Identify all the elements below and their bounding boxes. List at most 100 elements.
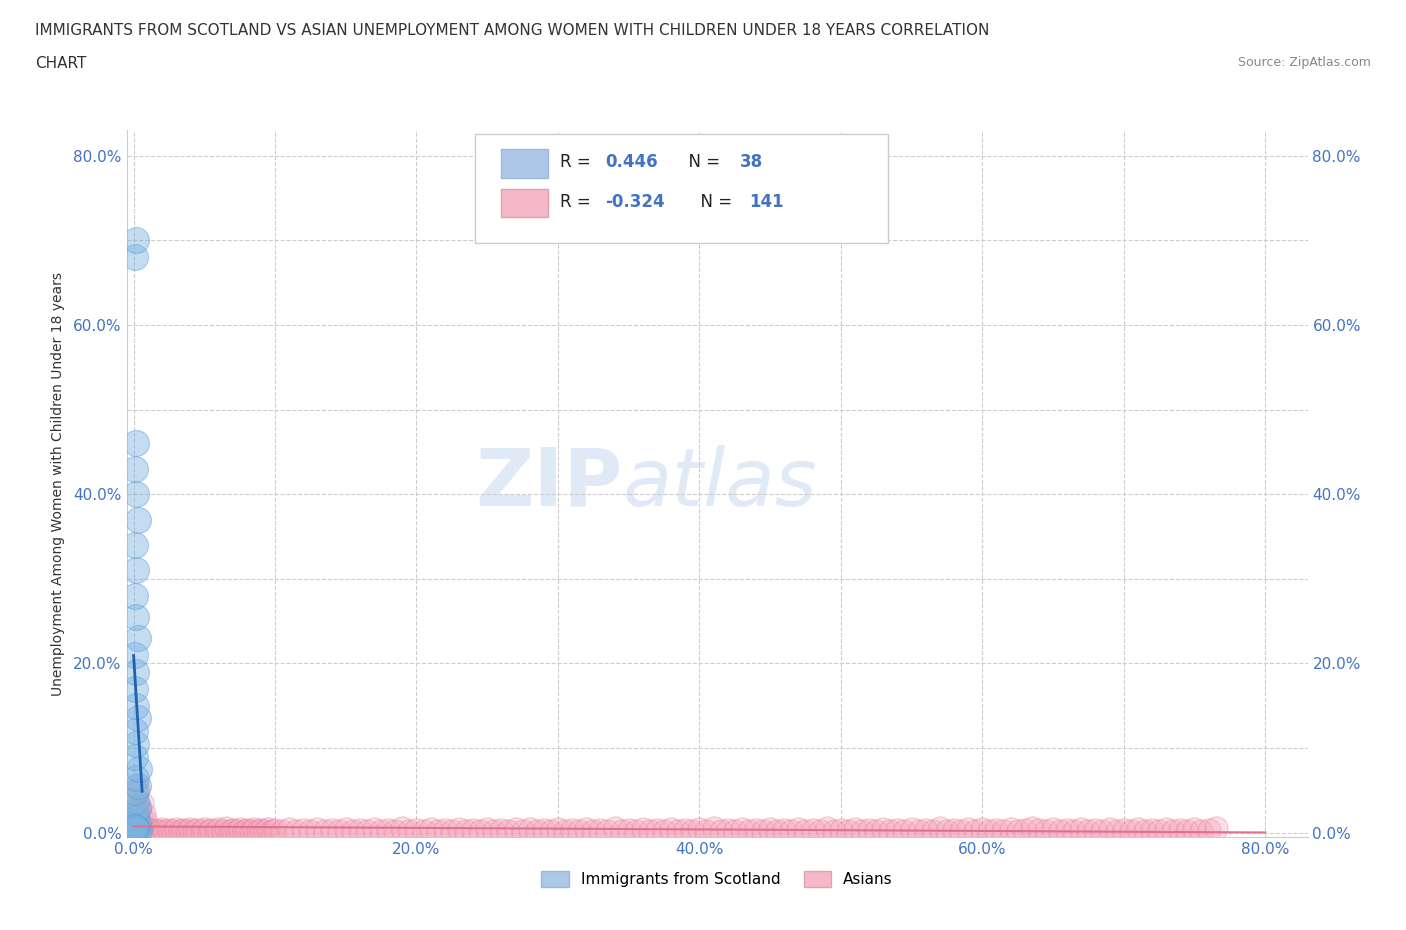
Point [731,822,754,837]
Point [183,824,205,839]
Point [766,824,789,839]
Point [314,824,336,839]
Point [645,823,668,838]
Point [221,823,243,838]
Point [299,824,322,839]
Point [128,762,150,777]
Point [125,810,148,825]
Point [914,823,936,838]
Point [125,609,148,624]
Point [363,822,385,837]
Point [1042,821,1064,836]
Point [702,820,724,835]
Point [150,822,173,837]
Point [624,824,647,839]
Point [1168,823,1191,838]
Point [240,824,263,839]
Point [957,822,980,837]
Point [1028,823,1050,838]
Point [127,824,149,839]
Point [617,823,640,838]
Point [186,823,208,838]
Point [808,824,831,839]
Point [1126,822,1149,837]
Point [907,824,929,839]
Point [391,820,413,835]
Point [356,824,378,839]
Point [200,823,222,838]
Point [128,802,150,817]
Point [582,824,605,839]
Point [412,824,434,839]
Point [468,824,491,839]
Point [673,823,696,838]
Point [1105,824,1128,839]
Text: 38: 38 [740,153,762,171]
Point [254,824,277,839]
Point [128,823,150,838]
Point [710,824,733,839]
Point [1098,821,1121,836]
Point [125,563,148,578]
Point [127,816,149,830]
Point [1198,823,1220,838]
Point [830,823,852,838]
Point [872,821,894,836]
Point [787,822,810,837]
Point [419,822,441,837]
Point [1070,822,1092,837]
Point [837,824,859,839]
Point [124,818,146,833]
Point [125,436,148,451]
Point [610,824,633,839]
Text: atlas: atlas [623,445,817,523]
Point [127,824,149,839]
Point [129,810,152,825]
Point [124,785,146,800]
Point [124,819,146,834]
Point [172,823,194,838]
Point [125,770,148,785]
Point [1091,824,1114,839]
Point [124,724,146,738]
Text: 141: 141 [749,193,783,210]
Point [603,820,626,835]
Text: N =: N = [690,193,737,210]
Point [127,631,149,645]
Point [652,824,675,839]
Point [124,250,146,265]
Point [125,808,148,823]
Point [132,806,155,821]
Point [125,232,148,247]
Point [124,461,146,476]
Point [681,824,703,839]
Point [134,813,156,828]
Point [1154,821,1177,836]
Point [285,824,308,839]
Point [638,824,661,839]
Point [398,824,420,839]
Point [124,538,146,552]
Point [157,823,180,838]
Point [124,824,146,839]
Text: R =: R = [560,153,596,171]
Point [484,824,506,839]
Point [879,824,901,839]
Point [278,822,301,837]
Point [225,824,247,839]
Point [738,824,761,839]
Point [447,822,470,837]
Point [405,823,427,838]
Point [666,824,689,839]
Point [1205,820,1227,835]
Point [1133,824,1156,839]
Point [321,823,343,838]
Point [1007,824,1029,839]
Point [717,823,740,838]
Point [349,823,371,838]
Point [176,824,198,839]
Text: 0.446: 0.446 [605,153,658,171]
Point [498,824,520,839]
Point [688,822,710,837]
Point [125,821,148,836]
